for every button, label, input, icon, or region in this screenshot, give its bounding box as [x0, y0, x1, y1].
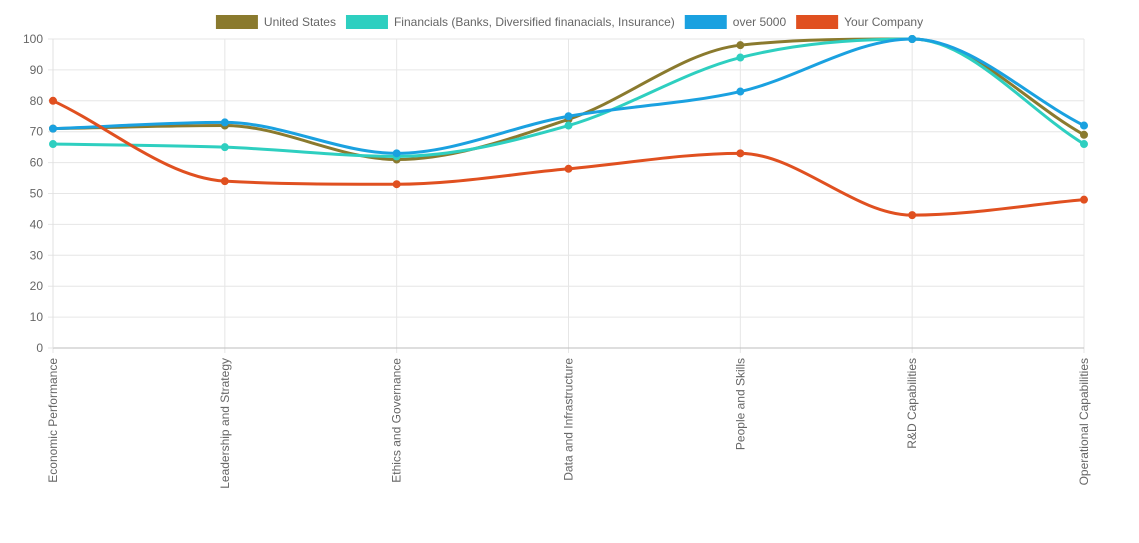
data-point[interactable]: [736, 87, 745, 96]
data-point[interactable]: [564, 164, 573, 173]
data-point[interactable]: [908, 35, 917, 43]
x-tick-label: Data and Infrastructure: [562, 358, 576, 481]
axes: 0 10 20 30 40 50 60 70 80 90 100 Economic Performan…: [23, 32, 1091, 489]
x-tick-label: R&D Capabilities: [905, 358, 919, 449]
data-point[interactable]: [736, 53, 745, 62]
y-tick-label: 60: [30, 156, 44, 170]
legend-label: Financials (Banks, Diversified finanacia…: [394, 15, 675, 29]
data-point[interactable]: [49, 124, 57, 133]
data-point[interactable]: [220, 143, 229, 152]
series-lines: [49, 35, 1088, 220]
data-point[interactable]: [392, 180, 401, 189]
y-tick-label: 100: [23, 32, 43, 46]
legend-item[interactable]: Your Company: [796, 15, 923, 29]
y-tick-label: 30: [30, 248, 44, 262]
legend[interactable]: United States Financials (Banks, Diversif…: [215, 15, 923, 29]
y-tick-label: 70: [30, 125, 44, 139]
x-tick-label: People and Skills: [733, 358, 747, 450]
y-tick-label: 10: [30, 310, 44, 324]
y-tick-label: 20: [30, 279, 44, 293]
data-point[interactable]: [1080, 121, 1088, 130]
y-tick-label: 0: [36, 341, 43, 355]
y-tick-label: 40: [30, 217, 44, 231]
data-point[interactable]: [736, 149, 745, 158]
legend-label: over 5000: [733, 15, 787, 29]
series-4: [49, 96, 1088, 220]
legend-swatch: [215, 15, 258, 29]
series-3: [49, 35, 1088, 158]
y-tick-label: 50: [30, 187, 44, 201]
data-point[interactable]: [564, 112, 573, 121]
legend-swatch: [684, 15, 727, 29]
data-point[interactable]: [564, 121, 573, 130]
x-tick-label: Operational Capabilities: [1077, 358, 1091, 485]
legend-swatch: [345, 15, 388, 29]
legend-item[interactable]: over 5000: [684, 15, 787, 29]
data-point[interactable]: [1080, 195, 1088, 204]
data-point[interactable]: [49, 140, 57, 149]
grid: [48, 38, 1085, 353]
x-tick-label: Leadership and Strategy: [218, 358, 232, 489]
data-point[interactable]: [1080, 130, 1088, 139]
data-point[interactable]: [220, 118, 229, 127]
legend-item[interactable]: Financials (Banks, Diversified finanacia…: [345, 15, 675, 29]
y-tick-label: 80: [30, 94, 44, 108]
legend-label: Your Company: [844, 15, 923, 29]
data-point[interactable]: [1080, 140, 1088, 149]
legend-item[interactable]: United States: [215, 15, 336, 29]
y-tick-label: 90: [30, 63, 44, 77]
x-tick-label: Ethics and Governance: [390, 358, 404, 483]
legend-swatch: [796, 15, 839, 29]
legend-label: United States: [264, 15, 336, 29]
x-tick-label: Economic Performance: [46, 358, 60, 483]
data-point[interactable]: [49, 96, 57, 105]
data-point[interactable]: [908, 211, 917, 220]
data-point[interactable]: [736, 41, 745, 50]
data-point[interactable]: [392, 149, 401, 158]
data-point[interactable]: [220, 177, 229, 186]
